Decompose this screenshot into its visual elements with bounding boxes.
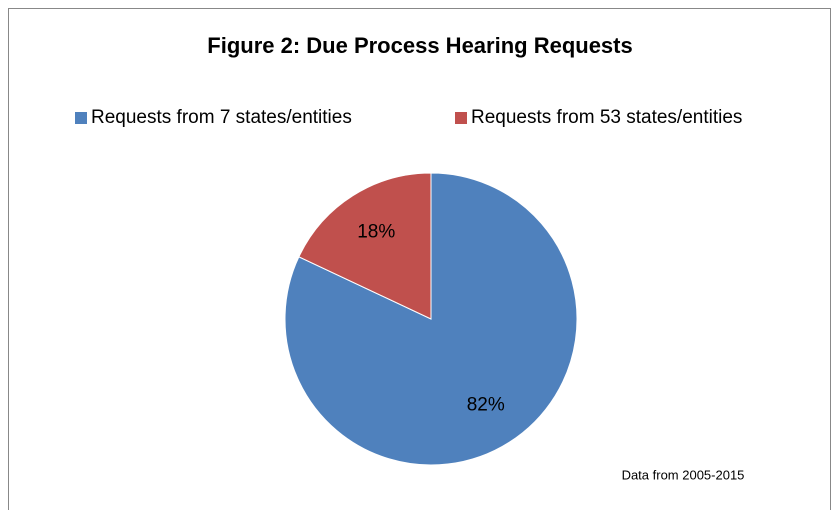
legend-swatch [75, 112, 87, 124]
annotation: Data from 2005-2015 [622, 467, 745, 482]
legend-swatch [455, 112, 467, 124]
legend-label: Requests from 53 states/entities [471, 107, 742, 128]
legend-label: Requests from 7 states/entities [91, 107, 352, 128]
pie-slice [298, 172, 432, 320]
chart-title: Figure 2: Due Process Hearing Requests [207, 33, 632, 58]
data-label: 18% [357, 222, 395, 243]
data-label: 82% [467, 394, 505, 415]
